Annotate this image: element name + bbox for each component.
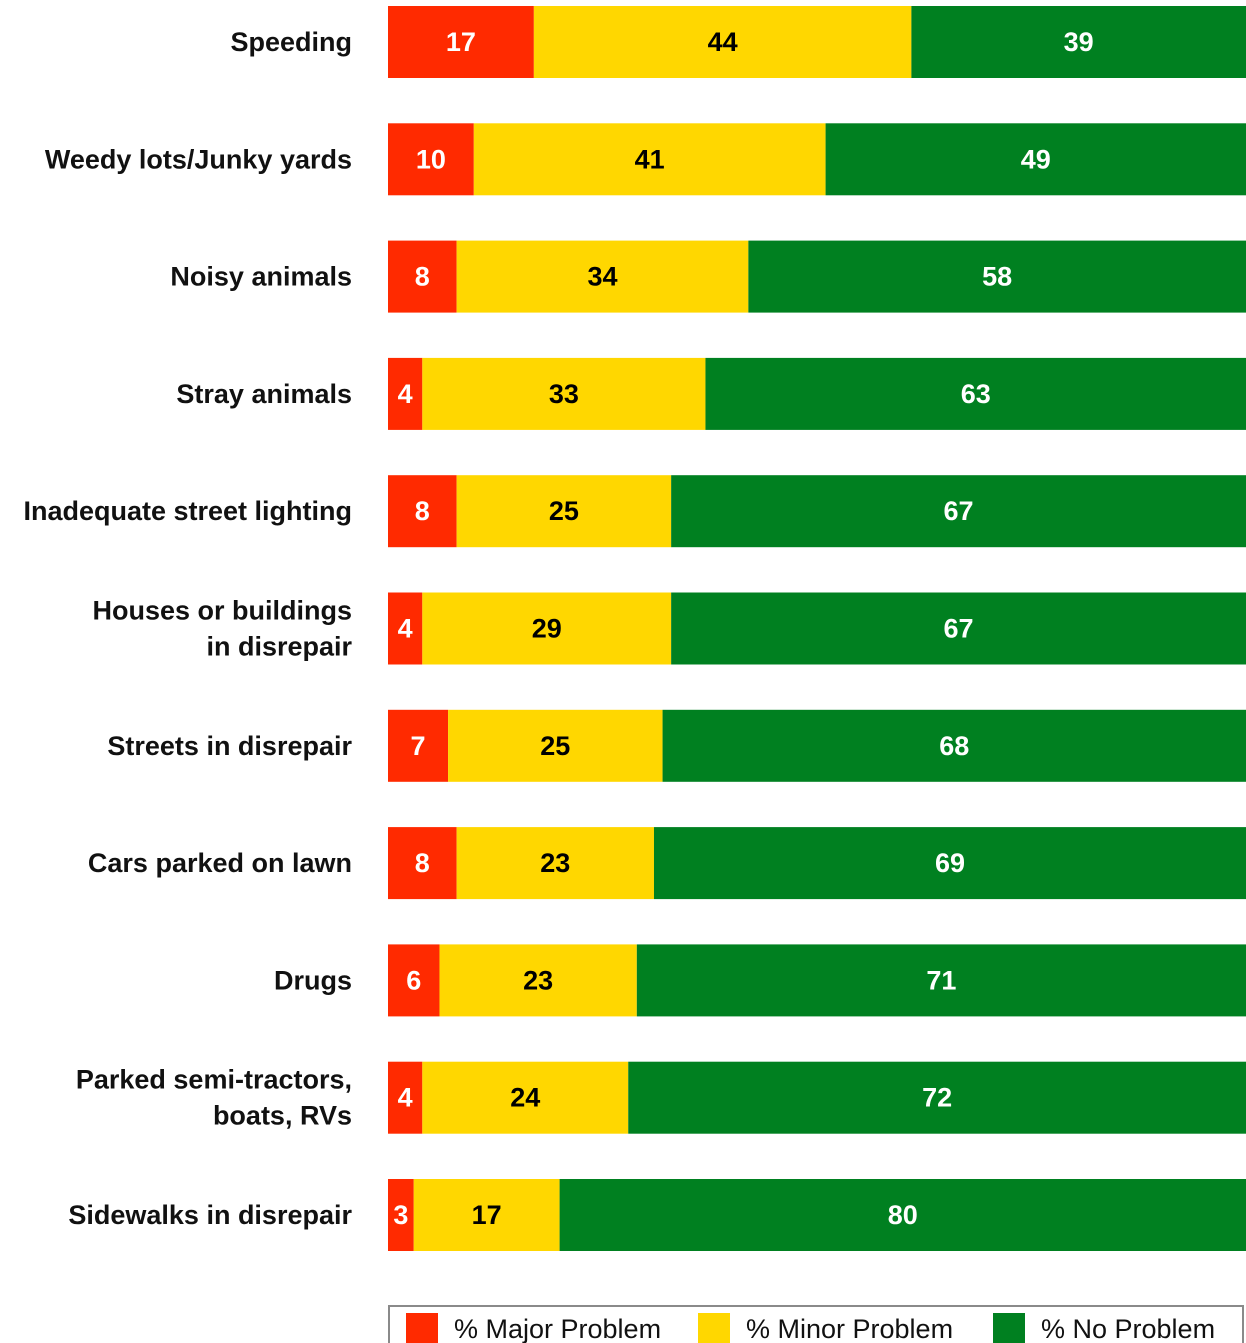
bar-segment xyxy=(456,827,654,900)
legend-swatch xyxy=(406,1313,438,1343)
data-label: 23 xyxy=(523,965,553,995)
category-label: Streets in disrepair xyxy=(107,731,352,761)
category-label: in disrepair xyxy=(206,632,352,662)
category-label: Weedy lots/Junky yards xyxy=(45,144,352,174)
bar-segment xyxy=(671,592,1246,665)
data-label: 23 xyxy=(540,848,570,878)
bar-segment xyxy=(388,6,534,78)
legend-label: % No Problem xyxy=(1041,1314,1215,1343)
data-label: 67 xyxy=(944,496,974,526)
bar-segment xyxy=(439,944,637,1017)
bar-segment xyxy=(388,592,423,665)
data-label: 68 xyxy=(939,731,969,761)
data-label: 71 xyxy=(926,965,956,995)
data-label: 58 xyxy=(982,262,1012,292)
bar-segment xyxy=(473,123,826,196)
bar-segment xyxy=(448,709,663,782)
category-label: Sidewalks in disrepair xyxy=(68,1200,352,1230)
data-label: 67 xyxy=(944,614,974,644)
data-label: 80 xyxy=(888,1200,918,1230)
bar-segment xyxy=(388,827,457,900)
bar-segment xyxy=(705,357,1246,430)
data-label: 3 xyxy=(393,1200,408,1230)
data-label: 8 xyxy=(415,496,430,526)
data-label: 39 xyxy=(1064,27,1094,57)
data-label: 63 xyxy=(961,379,991,409)
bar-segment xyxy=(748,240,1246,313)
category-label: Stray animals xyxy=(176,379,352,409)
category-label: Drugs xyxy=(274,965,352,995)
bar-segment xyxy=(825,123,1246,196)
bar-segment xyxy=(422,357,706,430)
data-label: 4 xyxy=(398,1083,413,1113)
legend-swatch xyxy=(698,1313,730,1343)
data-label: 34 xyxy=(587,262,617,292)
bar-segment xyxy=(388,240,457,313)
data-label: 25 xyxy=(540,731,570,761)
bar-segment xyxy=(662,709,1246,782)
legend-label: % Major Problem xyxy=(454,1314,661,1343)
data-label: 6 xyxy=(406,965,421,995)
bar-segment xyxy=(388,1179,414,1251)
data-label: 44 xyxy=(708,27,738,57)
legend-box xyxy=(388,1305,1244,1343)
data-label: 17 xyxy=(446,27,476,57)
legend-swatch xyxy=(993,1313,1025,1343)
bar-segment xyxy=(456,475,672,548)
bar-segment xyxy=(388,944,440,1017)
category-label: boats, RVs xyxy=(213,1101,352,1131)
category-label: Parked semi-tractors, xyxy=(76,1065,352,1095)
category-label: Cars parked on lawn xyxy=(88,848,352,878)
category-labels: Speeding Weedy lots/Junky yards Noisy anim… xyxy=(23,27,352,1230)
bar-segment xyxy=(671,475,1246,548)
bar-segment xyxy=(413,1179,560,1251)
bar-segment xyxy=(456,240,749,313)
category-label: Noisy animals xyxy=(170,262,352,292)
category-label: Inadequate street lighting xyxy=(23,496,352,526)
category-label: Houses or buildings xyxy=(92,596,352,626)
bar-segment xyxy=(533,6,912,78)
data-label: 17 xyxy=(472,1200,502,1230)
category-label: Speeding xyxy=(230,27,352,57)
data-label: 41 xyxy=(635,144,665,174)
bar-segment xyxy=(422,592,672,665)
bar-segment xyxy=(636,944,1246,1017)
bar-segment xyxy=(388,123,474,196)
data-label: 25 xyxy=(549,496,579,526)
data-label: 4 xyxy=(398,614,413,644)
data-label: 4 xyxy=(398,379,413,409)
bar-segment xyxy=(388,475,457,548)
data-label: 24 xyxy=(510,1083,540,1113)
data-label: 72 xyxy=(922,1083,952,1113)
data-label: 7 xyxy=(411,731,426,761)
bar-segment xyxy=(559,1179,1246,1251)
legend: % Major Problem % Minor Problem % No Probl… xyxy=(388,1305,1244,1343)
data-label: 8 xyxy=(415,848,430,878)
data-label: 29 xyxy=(532,614,562,644)
bar-segment xyxy=(388,709,449,782)
legend-label: % Minor Problem xyxy=(746,1314,953,1343)
bar-segment xyxy=(388,1061,423,1134)
bar-segment xyxy=(628,1061,1246,1134)
data-label: 33 xyxy=(549,379,579,409)
data-label: 8 xyxy=(415,262,430,292)
bar-segment xyxy=(422,1061,629,1134)
bar-segment xyxy=(653,827,1246,900)
data-label: 10 xyxy=(416,144,446,174)
bar-segment xyxy=(388,357,423,430)
data-label: 49 xyxy=(1021,144,1051,174)
data-label: 69 xyxy=(935,848,965,878)
bar-segment xyxy=(911,6,1246,78)
